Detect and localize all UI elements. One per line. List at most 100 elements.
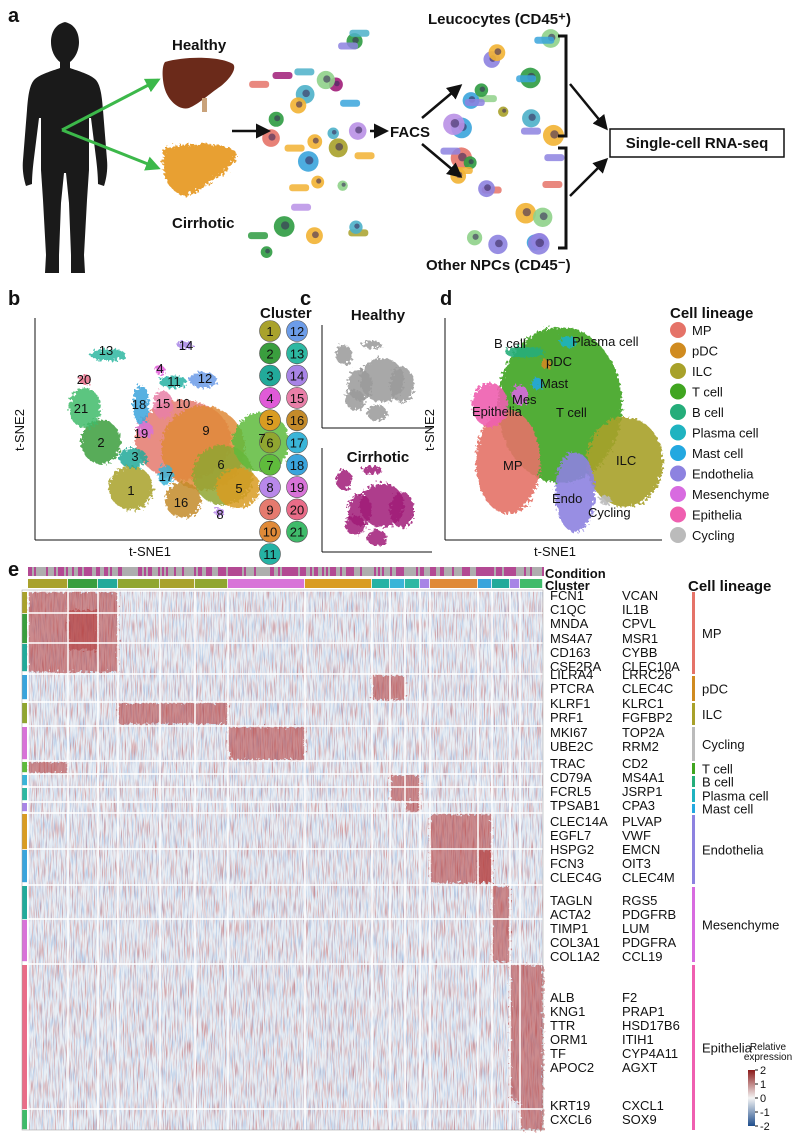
gene-label: PDGFRB xyxy=(622,907,676,922)
condition-bar xyxy=(204,567,206,576)
condition-bar xyxy=(286,567,288,576)
legend-label: 15 xyxy=(290,391,304,406)
cluster-label: Cycling xyxy=(588,505,631,520)
legend-label: 11 xyxy=(263,547,277,562)
condition-bar xyxy=(142,567,144,576)
legend-swatch xyxy=(286,342,308,365)
condition-bar xyxy=(236,567,238,576)
condition-bar xyxy=(292,567,294,576)
lineage-bar xyxy=(692,887,695,962)
condition-bar xyxy=(64,567,66,576)
condition-bar xyxy=(176,567,178,576)
cluster-bar xyxy=(305,579,372,588)
condition-bar xyxy=(136,567,138,576)
lineage-label: ILC xyxy=(702,707,722,722)
condition-bar xyxy=(158,567,160,576)
cluster-bar xyxy=(430,579,478,588)
cell-cloud xyxy=(560,336,576,348)
cell-cloud xyxy=(512,385,528,405)
condition-bar xyxy=(174,567,176,576)
cluster-bar xyxy=(405,579,420,588)
condition-bar xyxy=(518,567,520,576)
condition-bar xyxy=(340,567,342,576)
condition-bar xyxy=(320,567,322,576)
condition-bar xyxy=(128,567,130,576)
condition-bar xyxy=(364,567,366,576)
condition-bar xyxy=(198,567,200,576)
heatmap-high xyxy=(28,762,68,773)
condition-bar xyxy=(84,567,86,576)
condition-bar xyxy=(224,567,226,576)
condition-bar xyxy=(280,567,282,576)
row-cluster-bar xyxy=(22,592,27,614)
legend-swatch xyxy=(286,431,308,454)
condition-bar xyxy=(414,567,416,576)
condition-bar xyxy=(260,567,262,576)
row-cluster-bar xyxy=(22,675,27,700)
condition-bar xyxy=(334,567,336,576)
cell-cloud xyxy=(541,359,551,369)
legend-swatch xyxy=(259,431,281,454)
condition-bar xyxy=(228,567,230,576)
condition-bar xyxy=(70,567,72,576)
condition-bar xyxy=(322,567,324,576)
legend-swatch xyxy=(670,363,686,379)
legend-swatch xyxy=(286,364,308,387)
condition-bar xyxy=(254,567,256,576)
cluster-bar xyxy=(228,579,305,588)
cluster-cloud xyxy=(133,385,149,425)
cell-cloud xyxy=(599,495,611,505)
legend-label: 2 xyxy=(266,346,273,361)
cell-nucleus xyxy=(265,248,270,254)
gene-label: PTCRA xyxy=(550,681,594,696)
condition-bar xyxy=(512,567,514,576)
cluster-label: 9 xyxy=(202,423,209,438)
condition-bar xyxy=(514,567,516,576)
condition-bar xyxy=(360,567,362,576)
condition-bar xyxy=(374,567,376,576)
gene-label: COL3A1 xyxy=(550,935,600,950)
heatmap-high xyxy=(520,1100,543,1130)
cluster-cloud xyxy=(137,422,153,438)
condition-bar xyxy=(530,567,532,576)
condition-bar xyxy=(368,567,370,576)
condition-bar xyxy=(344,567,346,576)
heatmap-high xyxy=(118,703,228,724)
cell-nucleus xyxy=(354,223,360,229)
label: Healthy xyxy=(172,37,227,54)
cluster-label: 10 xyxy=(176,396,190,411)
condition-bar xyxy=(290,567,292,576)
cell xyxy=(544,154,565,162)
legend-label: 13 xyxy=(290,346,304,361)
cluster-label: 15 xyxy=(156,396,170,411)
legend-label: 8 xyxy=(266,480,273,495)
legend-title: Cell lineage xyxy=(670,305,753,322)
condition-bar xyxy=(82,567,84,576)
gene-label: PDGFRA xyxy=(622,935,677,950)
condition-bar xyxy=(126,567,128,576)
condition-bar xyxy=(102,567,104,576)
gene-label: TTR xyxy=(550,1018,575,1033)
gene-label: LRRC26 xyxy=(622,667,672,682)
gene-label: FCN3 xyxy=(550,856,584,871)
condition-bar xyxy=(56,567,58,576)
condition-bar xyxy=(232,567,234,576)
condition-bar xyxy=(78,567,80,576)
condition-bar xyxy=(536,567,538,576)
condition-bar xyxy=(66,567,68,576)
condition-bar xyxy=(534,567,536,576)
gene-label: TIMP1 xyxy=(550,921,588,936)
condition-bar xyxy=(288,567,290,576)
heatmap-high xyxy=(228,727,305,760)
legend-label: 17 xyxy=(290,436,304,451)
cluster-bar xyxy=(372,579,390,588)
cluster-cloud xyxy=(90,349,126,361)
cluster-label: Plasma cell xyxy=(572,334,639,349)
gene-label: SOX9 xyxy=(622,1112,657,1127)
legend-swatch xyxy=(670,527,686,543)
gene-label: PLVAP xyxy=(622,814,662,829)
condition-bar xyxy=(32,567,34,576)
condition-bar xyxy=(92,567,94,576)
condition-bar xyxy=(208,567,210,576)
cluster-cloud xyxy=(79,375,91,385)
